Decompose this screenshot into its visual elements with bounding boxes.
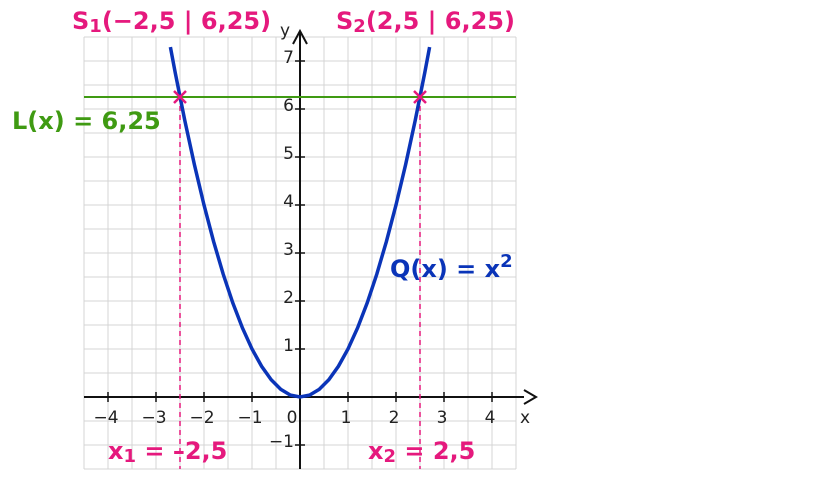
- y-axis-label: y: [280, 21, 290, 41]
- annotation-part: (−2,5 | 6,25): [102, 7, 271, 35]
- annotation-part: 2: [500, 251, 513, 272]
- x-tick-label: 3: [437, 408, 448, 428]
- annotation: L(x) = 6,25: [12, 107, 161, 135]
- y-tick-label: 3: [283, 240, 294, 260]
- y-tick-label: 1: [283, 336, 294, 356]
- intersection-point: [173, 90, 187, 104]
- annotation-part: S: [72, 7, 89, 35]
- annotation-part: (2,5 | 6,25): [366, 7, 515, 35]
- y-tick-label: 7: [283, 48, 294, 68]
- x-axis-label: x: [520, 408, 530, 428]
- x-tick-label: −3: [141, 408, 166, 428]
- x-tick-label: 2: [389, 408, 400, 428]
- annotation-part: = –2,5: [136, 437, 227, 465]
- y-axis-arrow: [292, 28, 308, 45]
- x-tick-label: 0: [287, 408, 298, 428]
- x-tick-label: −2: [189, 408, 214, 428]
- annotation: Q(x) = x2: [390, 251, 513, 283]
- annotation-part: 1: [123, 446, 136, 467]
- annotation-part: 2: [383, 446, 396, 467]
- annotation-part: = 2,5: [396, 437, 475, 465]
- annotation-part: Q(x) = x: [390, 255, 501, 283]
- annotation: S1(−2,5 | 6,25): [72, 7, 271, 37]
- x-tick-label: 1: [341, 408, 352, 428]
- annotation: S2(2,5 | 6,25): [336, 7, 515, 37]
- y-tick-label: 2: [283, 288, 294, 308]
- annotation-part: 2: [353, 16, 366, 37]
- annotation: x1 = –2,5: [108, 437, 227, 467]
- y-tick-label: −1: [269, 432, 294, 452]
- y-tick-label: 4: [283, 192, 294, 212]
- annotation-part: x: [368, 437, 384, 465]
- x-axis-arrow: [523, 389, 538, 405]
- annotation-part: 1: [89, 16, 102, 37]
- x-tick-label: −4: [93, 408, 118, 428]
- y-tick-label: 6: [283, 96, 294, 116]
- x-tick-label: −1: [237, 408, 262, 428]
- annotation-part: x: [108, 437, 124, 465]
- annotation-part: L(x) = 6,25: [12, 107, 161, 135]
- series-line: [168, 46, 432, 399]
- y-tick-label: 5: [283, 144, 294, 164]
- annotation: x2 = 2,5: [368, 437, 475, 467]
- x-tick-label: 4: [485, 408, 496, 428]
- annotation-part: S: [336, 7, 353, 35]
- intersection-point: [413, 90, 427, 104]
